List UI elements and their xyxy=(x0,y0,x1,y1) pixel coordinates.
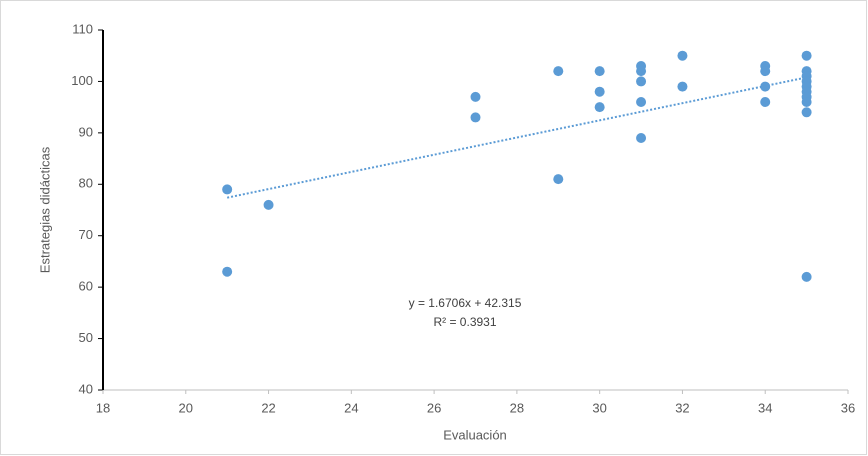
point xyxy=(636,76,647,87)
point xyxy=(553,66,564,77)
x-tick-label: 36 xyxy=(841,400,855,415)
y-tick-label: 90 xyxy=(79,124,93,139)
y-tick-label: 50 xyxy=(79,330,93,345)
point xyxy=(801,50,812,61)
point xyxy=(636,97,647,107)
x-tick-label: 32 xyxy=(675,400,689,415)
x-tick-label: 30 xyxy=(592,400,606,415)
point xyxy=(636,133,647,143)
point xyxy=(801,271,812,282)
x-tick-label: 26 xyxy=(427,400,441,415)
point xyxy=(760,97,771,107)
point xyxy=(677,81,688,92)
y-tick-label: 100 xyxy=(71,73,93,88)
point xyxy=(263,199,274,210)
x-tick-label: 22 xyxy=(261,400,275,415)
point xyxy=(553,174,564,185)
point xyxy=(594,102,605,113)
trendline-equation: y = 1.6706x + 42.315 xyxy=(409,296,522,310)
point xyxy=(801,107,812,118)
point xyxy=(470,112,481,123)
x-tick-label: 18 xyxy=(96,400,110,415)
point xyxy=(677,50,688,61)
y-tick-label: 110 xyxy=(72,21,93,36)
y-tick-label: 60 xyxy=(79,279,93,294)
x-tick-label: 28 xyxy=(510,400,524,415)
point xyxy=(636,66,647,77)
point xyxy=(760,66,771,77)
y-tick-label: 70 xyxy=(79,227,93,242)
point xyxy=(222,184,233,195)
y-axis-label: Estrategias didácticas xyxy=(37,146,52,273)
point xyxy=(801,97,812,107)
x-tick-label: 24 xyxy=(344,400,358,415)
trendline-r-squared: R² = 0.3931 xyxy=(433,315,496,329)
x-tick-label: 34 xyxy=(758,400,772,415)
y-tick-label: 80 xyxy=(79,176,93,191)
trendline xyxy=(226,76,807,199)
point xyxy=(222,266,233,277)
point xyxy=(470,91,481,102)
x-tick-label: 20 xyxy=(179,400,193,415)
x-axis-label: Evaluación xyxy=(443,427,507,442)
point xyxy=(594,86,605,97)
point xyxy=(594,66,605,77)
y-tick-label: 40 xyxy=(79,381,93,396)
